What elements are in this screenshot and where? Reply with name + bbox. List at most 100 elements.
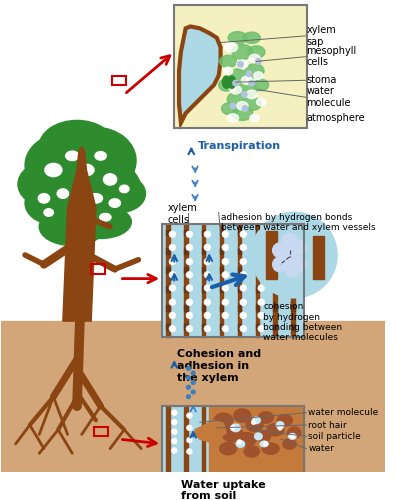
Text: mesophyll
cells: mesophyll cells — [306, 46, 356, 68]
Bar — [201, 324, 205, 330]
Bar — [273, 305, 277, 310]
Bar — [237, 224, 241, 337]
Text: Transpiration: Transpiration — [197, 142, 280, 152]
Text: water: water — [308, 444, 333, 453]
Circle shape — [171, 420, 177, 425]
Bar — [219, 224, 223, 337]
Bar — [201, 286, 205, 292]
Ellipse shape — [266, 424, 283, 436]
Bar — [201, 406, 205, 481]
Bar — [165, 406, 169, 481]
Ellipse shape — [119, 185, 129, 192]
Ellipse shape — [221, 102, 238, 115]
Ellipse shape — [80, 185, 89, 192]
Ellipse shape — [236, 60, 247, 68]
Bar — [237, 248, 241, 254]
Bar — [219, 286, 223, 292]
Circle shape — [263, 442, 268, 446]
Circle shape — [222, 285, 228, 292]
Circle shape — [185, 312, 192, 319]
Text: xylem
cells: xylem cells — [167, 203, 197, 224]
Bar — [273, 224, 277, 337]
Circle shape — [251, 212, 336, 298]
Bar — [219, 324, 223, 330]
Bar — [291, 305, 294, 310]
Ellipse shape — [219, 442, 236, 455]
Circle shape — [222, 326, 228, 332]
Circle shape — [186, 376, 190, 380]
Bar — [273, 230, 277, 235]
Ellipse shape — [282, 438, 295, 449]
Circle shape — [204, 326, 210, 332]
Bar — [273, 268, 277, 273]
Text: atmosphere: atmosphere — [306, 113, 364, 123]
Circle shape — [171, 448, 177, 454]
Ellipse shape — [25, 160, 91, 217]
Ellipse shape — [39, 120, 115, 172]
Circle shape — [251, 420, 256, 424]
Polygon shape — [265, 232, 277, 278]
Circle shape — [204, 244, 210, 251]
Polygon shape — [63, 146, 96, 321]
Ellipse shape — [253, 80, 268, 90]
Circle shape — [237, 62, 243, 67]
Ellipse shape — [252, 417, 260, 424]
Circle shape — [191, 390, 194, 394]
Circle shape — [239, 272, 246, 278]
Bar — [237, 230, 241, 235]
Circle shape — [186, 425, 192, 430]
Text: Cohesion and
adhesion in
the xylem: Cohesion and adhesion in the xylem — [177, 350, 260, 382]
Text: cohesion
by hydrogen
bonding between
water molecules: cohesion by hydrogen bonding between wat… — [262, 302, 341, 343]
Bar — [255, 305, 259, 310]
Ellipse shape — [95, 152, 106, 160]
Ellipse shape — [103, 174, 116, 185]
Circle shape — [257, 326, 264, 332]
Circle shape — [245, 71, 251, 76]
Ellipse shape — [219, 56, 236, 68]
Ellipse shape — [249, 114, 259, 122]
Bar — [165, 268, 169, 273]
Circle shape — [204, 285, 210, 292]
Circle shape — [239, 299, 246, 306]
Ellipse shape — [224, 42, 237, 52]
Circle shape — [281, 234, 296, 248]
Circle shape — [232, 80, 238, 86]
Circle shape — [169, 258, 175, 265]
Bar — [291, 268, 294, 273]
Ellipse shape — [236, 102, 247, 110]
Ellipse shape — [288, 434, 295, 439]
Ellipse shape — [227, 114, 238, 122]
Circle shape — [237, 440, 241, 444]
Polygon shape — [194, 420, 226, 442]
Bar — [255, 230, 259, 235]
Bar — [237, 286, 241, 292]
Circle shape — [169, 312, 175, 319]
Ellipse shape — [262, 443, 279, 454]
Circle shape — [186, 438, 192, 443]
Bar — [291, 230, 294, 235]
Circle shape — [185, 285, 192, 292]
Ellipse shape — [228, 69, 245, 82]
Circle shape — [277, 426, 282, 430]
Circle shape — [185, 231, 192, 237]
Circle shape — [289, 434, 294, 438]
Ellipse shape — [222, 76, 230, 88]
Circle shape — [185, 244, 192, 251]
Bar — [291, 324, 294, 330]
Ellipse shape — [39, 208, 105, 246]
Bar — [273, 248, 277, 254]
Circle shape — [204, 312, 210, 319]
Circle shape — [169, 326, 175, 332]
Circle shape — [272, 257, 287, 272]
Ellipse shape — [257, 430, 270, 442]
Circle shape — [169, 231, 175, 237]
Ellipse shape — [247, 46, 264, 58]
Circle shape — [255, 58, 260, 64]
Ellipse shape — [260, 441, 267, 446]
Ellipse shape — [276, 422, 283, 428]
Circle shape — [257, 258, 264, 265]
Ellipse shape — [44, 208, 53, 216]
Ellipse shape — [245, 90, 257, 98]
Circle shape — [291, 240, 306, 255]
Text: adhesion by hydrogen bonds
between water and xylem vessels: adhesion by hydrogen bonds between water… — [220, 212, 374, 232]
